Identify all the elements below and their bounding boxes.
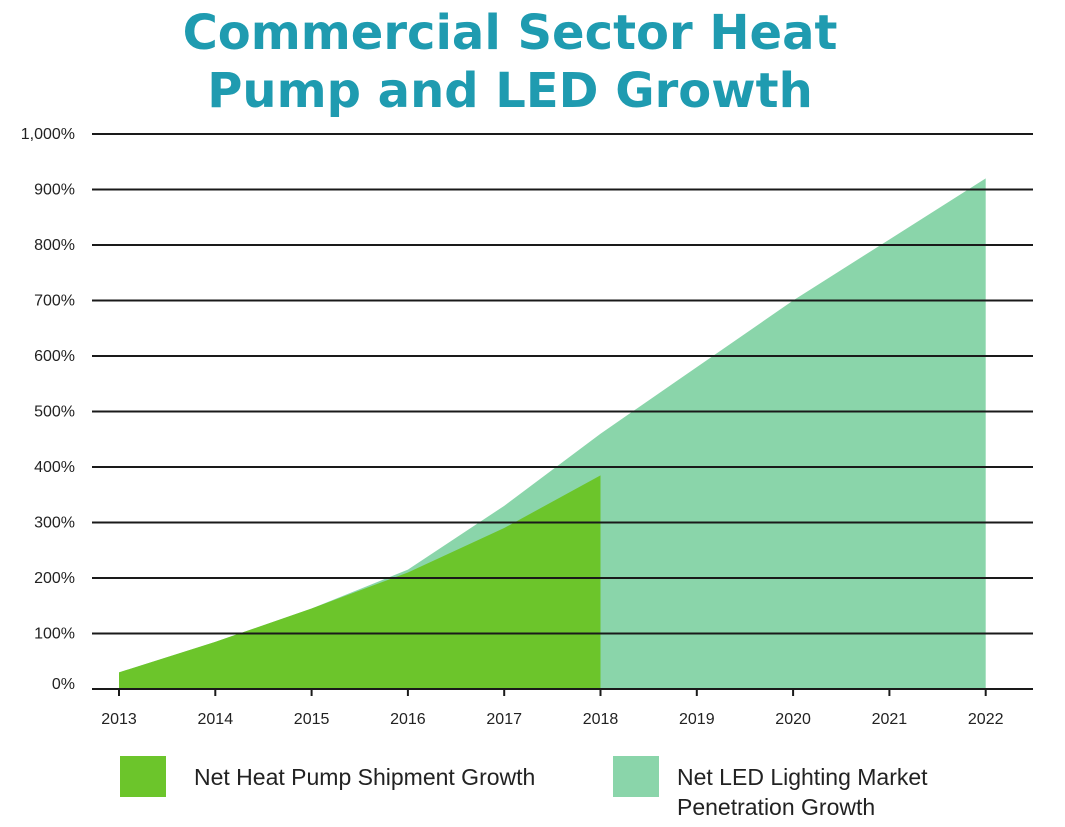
y-tick-label: 800%	[34, 237, 75, 254]
x-tick-label: 2019	[679, 711, 715, 728]
x-tick-label: 2021	[872, 711, 908, 728]
y-tick-label: 900%	[34, 182, 75, 199]
area-chart: 0% 100% 200% 300% 400% 500% 600% 700% 800% 900% 1,…	[21, 126, 1033, 728]
y-tick-label: 500%	[34, 404, 75, 421]
y-tick-label: 400%	[34, 459, 75, 476]
y-tick-label: 600%	[34, 348, 75, 365]
x-tick-label: 2016	[390, 711, 426, 728]
legend-label-heat-pump: Net Heat Pump Shipment Growth	[194, 764, 536, 790]
y-tick-label: 0%	[52, 676, 75, 693]
legend-item-heat-pump: Net Heat Pump Shipment Growth	[120, 756, 535, 797]
y-tick-label: 100%	[34, 626, 75, 643]
chart-title-line-1: Commercial Sector Heat	[182, 5, 838, 61]
x-tick-label: 2014	[198, 711, 234, 728]
legend-label-led-line-2: Penetration Growth	[677, 794, 876, 820]
y-tick-label: 700%	[34, 293, 75, 310]
y-tick-label: 1,000%	[21, 126, 75, 143]
legend-swatch-heat-pump	[120, 756, 166, 797]
y-tick-label: 200%	[34, 570, 75, 587]
legend-label-led-line-1: Net LED Lighting Market	[677, 764, 928, 790]
y-tick-label: 300%	[34, 515, 75, 532]
x-tick-label: 2020	[775, 711, 811, 728]
x-tick-label: 2017	[486, 711, 522, 728]
legend-swatch-led	[613, 756, 659, 797]
x-tick-label: 2015	[294, 711, 330, 728]
x-tick-label: 2022	[968, 711, 1004, 728]
chart-title: Commercial Sector Heat Pump and LED Grow…	[0, 4, 1020, 120]
area-series-heat-pump	[119, 475, 601, 689]
area-series-led	[119, 178, 986, 689]
chart-title-line-2: Pump and LED Growth	[207, 63, 813, 119]
x-tick-label: 2018	[583, 711, 619, 728]
legend-item-led: Net LED Lighting Market Penetration Grow…	[613, 756, 928, 822]
x-tick-label: 2013	[101, 711, 137, 728]
legend-label-led: Net LED Lighting Market Penetration Grow…	[677, 762, 928, 822]
